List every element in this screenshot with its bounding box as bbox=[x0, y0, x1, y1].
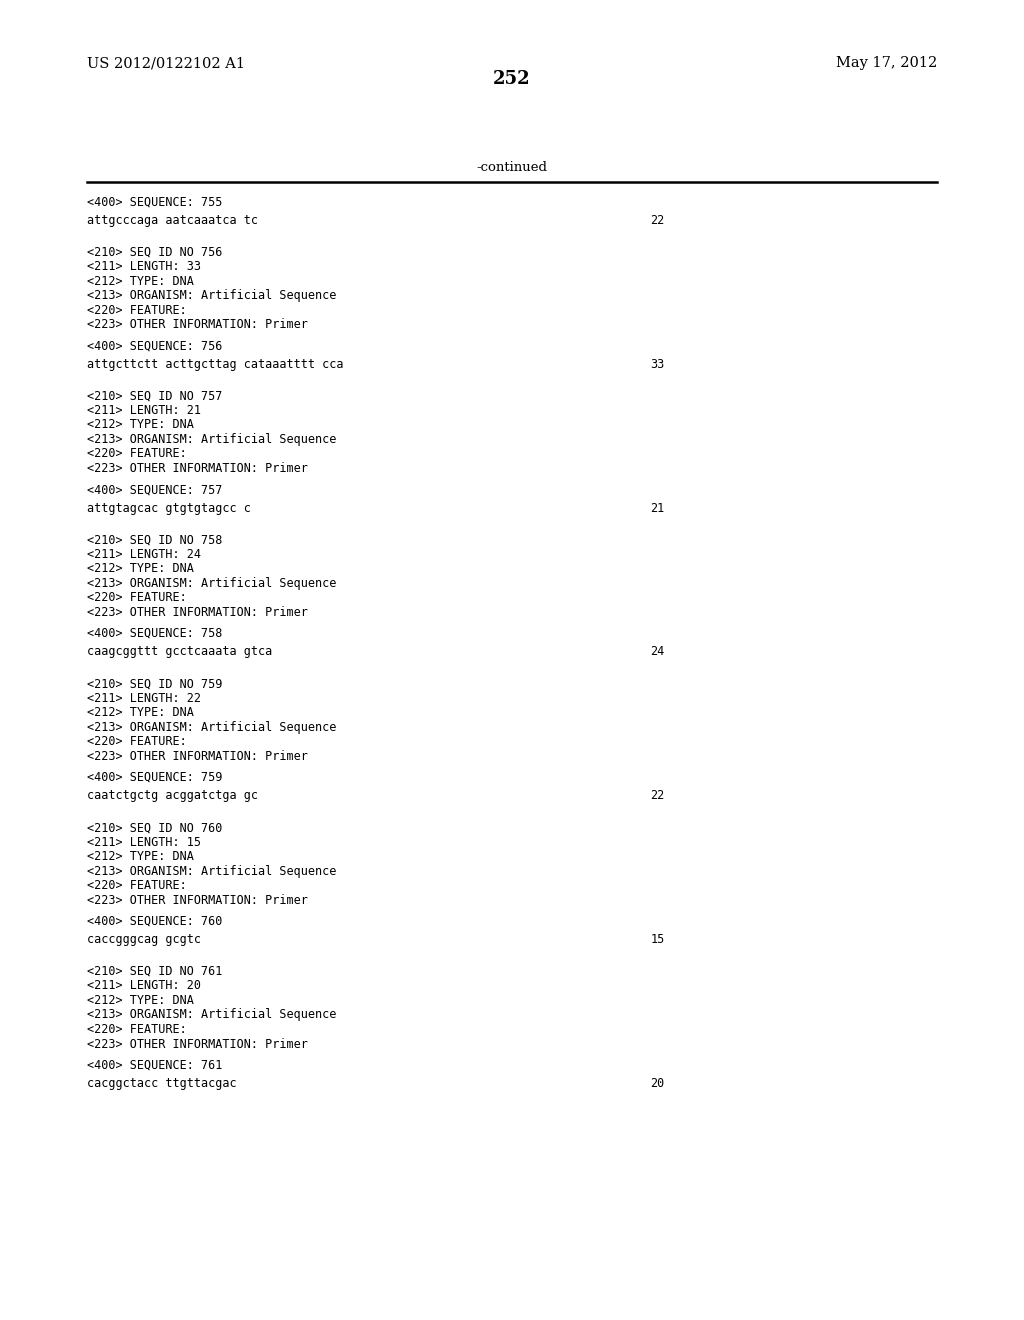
Text: 33: 33 bbox=[650, 358, 665, 371]
Text: 20: 20 bbox=[650, 1077, 665, 1090]
Text: <400> SEQUENCE: 757: <400> SEQUENCE: 757 bbox=[87, 483, 222, 496]
Text: <400> SEQUENCE: 755: <400> SEQUENCE: 755 bbox=[87, 195, 222, 209]
Text: <211> LENGTH: 15: <211> LENGTH: 15 bbox=[87, 836, 201, 849]
Text: <400> SEQUENCE: 756: <400> SEQUENCE: 756 bbox=[87, 339, 222, 352]
Text: <212> TYPE: DNA: <212> TYPE: DNA bbox=[87, 706, 194, 719]
Text: <210> SEQ ID NO 761: <210> SEQ ID NO 761 bbox=[87, 965, 222, 978]
Text: <212> TYPE: DNA: <212> TYPE: DNA bbox=[87, 562, 194, 576]
Text: <223> OTHER INFORMATION: Primer: <223> OTHER INFORMATION: Primer bbox=[87, 606, 308, 619]
Text: <211> LENGTH: 24: <211> LENGTH: 24 bbox=[87, 548, 201, 561]
Text: <210> SEQ ID NO 760: <210> SEQ ID NO 760 bbox=[87, 821, 222, 834]
Text: <220> FEATURE:: <220> FEATURE: bbox=[87, 1023, 186, 1036]
Text: <210> SEQ ID NO 758: <210> SEQ ID NO 758 bbox=[87, 533, 222, 546]
Text: caccgggcag gcgtc: caccgggcag gcgtc bbox=[87, 933, 201, 946]
Text: <400> SEQUENCE: 761: <400> SEQUENCE: 761 bbox=[87, 1059, 222, 1072]
Text: caagcggttt gcctcaaata gtca: caagcggttt gcctcaaata gtca bbox=[87, 645, 272, 659]
Text: <223> OTHER INFORMATION: Primer: <223> OTHER INFORMATION: Primer bbox=[87, 1038, 308, 1051]
Text: <212> TYPE: DNA: <212> TYPE: DNA bbox=[87, 418, 194, 432]
Text: 15: 15 bbox=[650, 933, 665, 946]
Text: <220> FEATURE:: <220> FEATURE: bbox=[87, 735, 186, 748]
Text: <223> OTHER INFORMATION: Primer: <223> OTHER INFORMATION: Primer bbox=[87, 462, 308, 475]
Text: caatctgctg acggatctga gc: caatctgctg acggatctga gc bbox=[87, 789, 258, 803]
Text: <213> ORGANISM: Artificial Sequence: <213> ORGANISM: Artificial Sequence bbox=[87, 865, 337, 878]
Text: <213> ORGANISM: Artificial Sequence: <213> ORGANISM: Artificial Sequence bbox=[87, 433, 337, 446]
Text: <210> SEQ ID NO 756: <210> SEQ ID NO 756 bbox=[87, 246, 222, 259]
Text: <213> ORGANISM: Artificial Sequence: <213> ORGANISM: Artificial Sequence bbox=[87, 721, 337, 734]
Text: attgcttctt acttgcttag cataaatttt cca: attgcttctt acttgcttag cataaatttt cca bbox=[87, 358, 343, 371]
Text: cacggctacc ttgttacgac: cacggctacc ttgttacgac bbox=[87, 1077, 237, 1090]
Text: <210> SEQ ID NO 757: <210> SEQ ID NO 757 bbox=[87, 389, 222, 403]
Text: attgtagcac gtgtgtagcc c: attgtagcac gtgtgtagcc c bbox=[87, 502, 251, 515]
Text: <213> ORGANISM: Artificial Sequence: <213> ORGANISM: Artificial Sequence bbox=[87, 1008, 337, 1022]
Text: <211> LENGTH: 21: <211> LENGTH: 21 bbox=[87, 404, 201, 417]
Text: 22: 22 bbox=[650, 214, 665, 227]
Text: <220> FEATURE:: <220> FEATURE: bbox=[87, 879, 186, 892]
Text: <211> LENGTH: 22: <211> LENGTH: 22 bbox=[87, 692, 201, 705]
Text: <213> ORGANISM: Artificial Sequence: <213> ORGANISM: Artificial Sequence bbox=[87, 577, 337, 590]
Text: <212> TYPE: DNA: <212> TYPE: DNA bbox=[87, 994, 194, 1007]
Text: <400> SEQUENCE: 759: <400> SEQUENCE: 759 bbox=[87, 771, 222, 784]
Text: <212> TYPE: DNA: <212> TYPE: DNA bbox=[87, 275, 194, 288]
Text: <223> OTHER INFORMATION: Primer: <223> OTHER INFORMATION: Primer bbox=[87, 750, 308, 763]
Text: <220> FEATURE:: <220> FEATURE: bbox=[87, 447, 186, 461]
Text: 24: 24 bbox=[650, 645, 665, 659]
Text: 252: 252 bbox=[494, 70, 530, 88]
Text: attgcccaga aatcaaatca tc: attgcccaga aatcaaatca tc bbox=[87, 214, 258, 227]
Text: US 2012/0122102 A1: US 2012/0122102 A1 bbox=[87, 57, 245, 70]
Text: <212> TYPE: DNA: <212> TYPE: DNA bbox=[87, 850, 194, 863]
Text: <213> ORGANISM: Artificial Sequence: <213> ORGANISM: Artificial Sequence bbox=[87, 289, 337, 302]
Text: <400> SEQUENCE: 760: <400> SEQUENCE: 760 bbox=[87, 915, 222, 928]
Text: <220> FEATURE:: <220> FEATURE: bbox=[87, 591, 186, 605]
Text: <223> OTHER INFORMATION: Primer: <223> OTHER INFORMATION: Primer bbox=[87, 894, 308, 907]
Text: <211> LENGTH: 33: <211> LENGTH: 33 bbox=[87, 260, 201, 273]
Text: <210> SEQ ID NO 759: <210> SEQ ID NO 759 bbox=[87, 677, 222, 690]
Text: May 17, 2012: May 17, 2012 bbox=[836, 57, 937, 70]
Text: <211> LENGTH: 20: <211> LENGTH: 20 bbox=[87, 979, 201, 993]
Text: 22: 22 bbox=[650, 789, 665, 803]
Text: <400> SEQUENCE: 758: <400> SEQUENCE: 758 bbox=[87, 627, 222, 640]
Text: <220> FEATURE:: <220> FEATURE: bbox=[87, 304, 186, 317]
Text: -continued: -continued bbox=[476, 161, 548, 174]
Text: 21: 21 bbox=[650, 502, 665, 515]
Text: <223> OTHER INFORMATION: Primer: <223> OTHER INFORMATION: Primer bbox=[87, 318, 308, 331]
